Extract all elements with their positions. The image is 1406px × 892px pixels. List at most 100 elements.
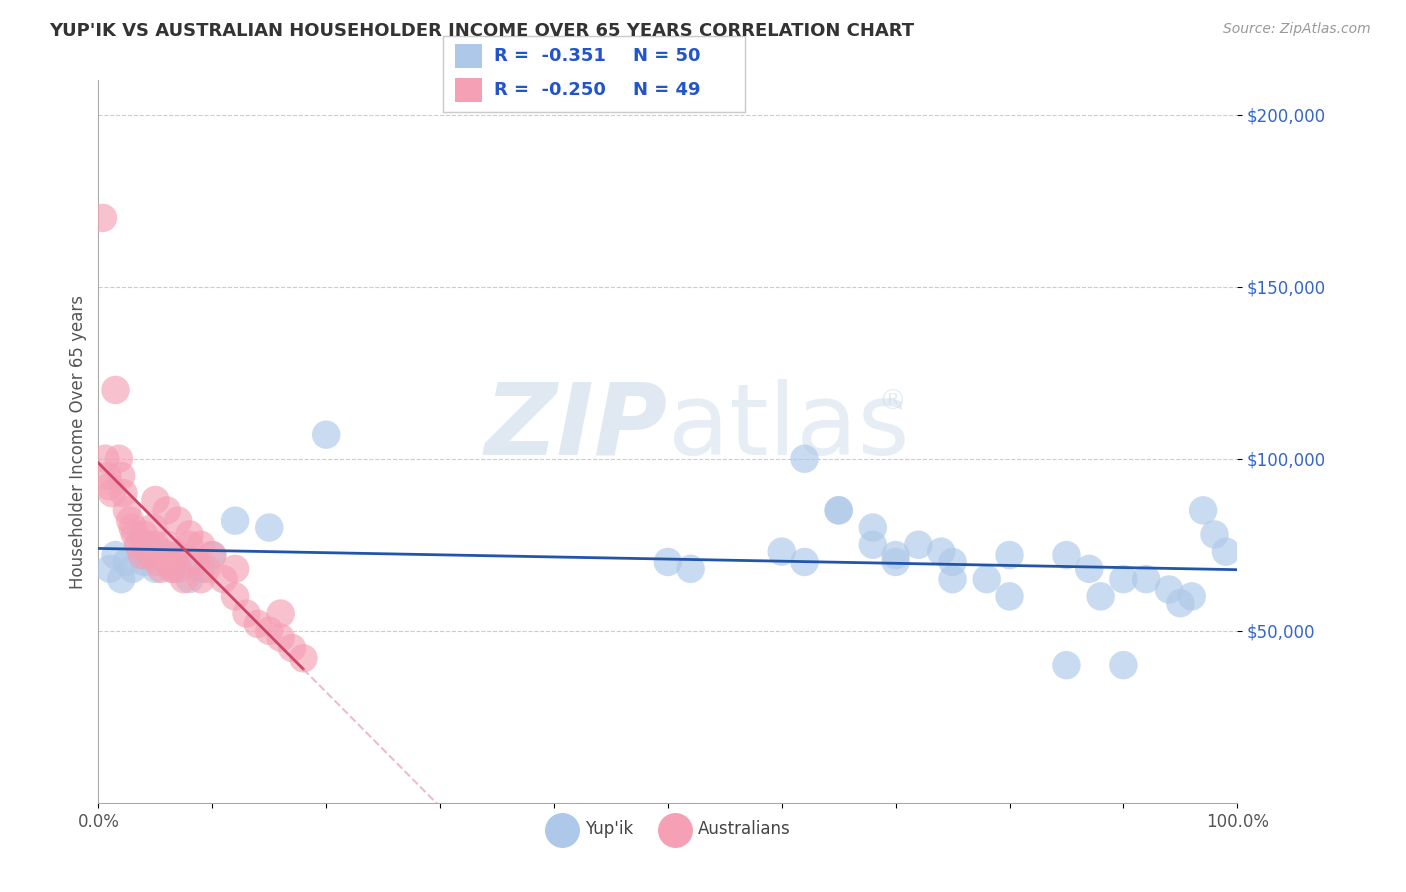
Point <box>259 520 281 534</box>
Point <box>195 562 218 576</box>
Point <box>156 538 179 552</box>
Text: YUP'IK VS AUSTRALIAN HOUSEHOLDER INCOME OVER 65 YEARS CORRELATION CHART: YUP'IK VS AUSTRALIAN HOUSEHOLDER INCOME … <box>49 22 914 40</box>
Point <box>929 544 952 558</box>
Point <box>110 572 132 586</box>
Point <box>224 590 246 604</box>
Point <box>104 548 127 562</box>
Point <box>1054 658 1078 673</box>
Point <box>246 616 269 631</box>
Text: N = 49: N = 49 <box>633 81 700 99</box>
Point <box>142 520 165 534</box>
Point <box>292 651 315 665</box>
Point <box>770 544 793 558</box>
Point <box>153 548 176 562</box>
Point <box>179 538 201 552</box>
Point <box>828 503 851 517</box>
Point <box>98 479 121 493</box>
Point <box>108 451 131 466</box>
Legend: Yup'ik, Australians: Yup'ik, Australians <box>538 814 797 845</box>
Point <box>146 555 169 569</box>
Point <box>1135 572 1157 586</box>
Point <box>145 493 167 508</box>
Point <box>907 538 929 552</box>
Point <box>998 548 1021 562</box>
Point <box>212 572 235 586</box>
Point <box>1054 548 1078 562</box>
Point <box>162 562 184 576</box>
Point <box>131 548 153 562</box>
Point <box>167 514 190 528</box>
Point <box>1215 544 1237 558</box>
Point <box>315 427 337 442</box>
Point <box>942 555 965 569</box>
Point <box>259 624 281 638</box>
Point <box>224 562 246 576</box>
Point <box>190 562 212 576</box>
Point <box>1192 503 1215 517</box>
Point <box>281 640 304 655</box>
Point <box>1078 562 1101 576</box>
Point <box>270 631 292 645</box>
Text: atlas: atlas <box>668 378 910 475</box>
Point <box>201 548 224 562</box>
Point <box>184 555 207 569</box>
Point <box>884 555 907 569</box>
Point <box>224 514 246 528</box>
Point <box>150 562 173 576</box>
Point <box>1112 658 1135 673</box>
Point <box>120 514 142 528</box>
Point <box>862 538 884 552</box>
Point <box>110 469 132 483</box>
Point <box>138 548 160 562</box>
Text: ®: ® <box>879 388 907 416</box>
Point <box>235 607 257 621</box>
Point <box>91 211 114 225</box>
Point <box>156 503 179 517</box>
Point <box>793 451 815 466</box>
Point <box>201 548 224 562</box>
Point <box>942 572 965 586</box>
Text: Source: ZipAtlas.com: Source: ZipAtlas.com <box>1223 22 1371 37</box>
Point <box>1204 527 1226 541</box>
Point <box>976 572 998 586</box>
Point <box>121 520 143 534</box>
Y-axis label: Householder Income Over 65 years: Householder Income Over 65 years <box>69 294 87 589</box>
Point <box>98 562 121 576</box>
Point <box>884 548 907 562</box>
Point <box>657 555 679 569</box>
Point <box>679 562 702 576</box>
Point <box>190 538 212 552</box>
Point <box>179 527 201 541</box>
Point <box>138 548 160 562</box>
Point <box>793 555 815 569</box>
Point <box>1170 596 1192 610</box>
Point <box>190 572 212 586</box>
Point <box>167 548 190 562</box>
Point <box>132 555 155 569</box>
Point <box>179 572 201 586</box>
Point <box>121 562 143 576</box>
Point <box>127 538 149 552</box>
Point <box>167 562 190 576</box>
Point <box>165 548 187 562</box>
Point <box>1090 590 1112 604</box>
Point <box>156 555 179 569</box>
Point <box>115 555 138 569</box>
Point <box>1181 590 1204 604</box>
Text: N = 50: N = 50 <box>633 47 700 65</box>
Point <box>173 572 195 586</box>
Point <box>101 486 124 500</box>
Point <box>270 607 292 621</box>
Point <box>150 544 173 558</box>
Point <box>1112 572 1135 586</box>
Point <box>145 538 167 552</box>
Point <box>135 538 157 552</box>
Point <box>104 383 127 397</box>
Point <box>157 555 180 569</box>
Point <box>1157 582 1180 597</box>
Point <box>162 562 184 576</box>
Point <box>115 503 138 517</box>
Point <box>145 562 167 576</box>
Text: ZIP: ZIP <box>485 378 668 475</box>
FancyBboxPatch shape <box>456 78 482 103</box>
